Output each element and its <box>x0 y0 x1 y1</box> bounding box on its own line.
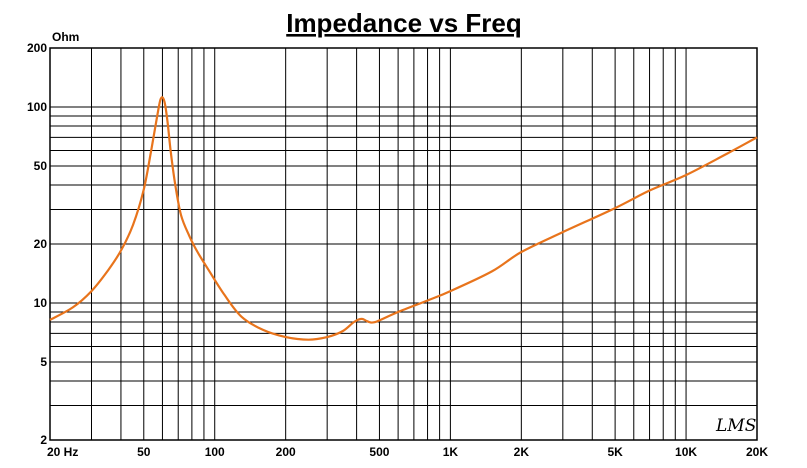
y-tick-label: 200 <box>27 41 47 55</box>
series-layer <box>49 96 758 341</box>
y-tick-label: 50 <box>34 159 48 173</box>
y-axis-unit-label: Ohm <box>52 30 79 44</box>
x-tick-label: 20 Hz <box>47 445 78 459</box>
x-tick-label: 1K <box>443 445 459 459</box>
lms-watermark: LMS <box>715 416 756 436</box>
x-tick-label: 2K <box>514 445 530 459</box>
x-tick-label: 10K <box>675 445 697 459</box>
x-tick-label: 100 <box>205 445 225 459</box>
plot-frame <box>49 47 758 441</box>
x-tick-label: 5K <box>607 445 623 459</box>
x-tick-label: 50 <box>137 445 151 459</box>
impedance-curve <box>49 96 758 341</box>
y-tick-label: 5 <box>40 355 47 369</box>
y-tick-label: 2 <box>40 433 47 447</box>
x-tick-label: 20K <box>746 445 768 459</box>
x-tick-label: 200 <box>276 445 296 459</box>
y-tick-label: 100 <box>27 100 47 114</box>
x-tick-label: 500 <box>369 445 389 459</box>
grid <box>49 47 758 441</box>
chart-title: Impedance vs Freq <box>286 8 522 38</box>
tick-labels: 20 Hz 50 100 200 500 1K 2K 5K 10K 20K 2 5 10 20 50 100 2… <box>27 41 768 459</box>
y-tick-label: 20 <box>34 237 48 251</box>
y-tick-label: 10 <box>34 296 48 310</box>
